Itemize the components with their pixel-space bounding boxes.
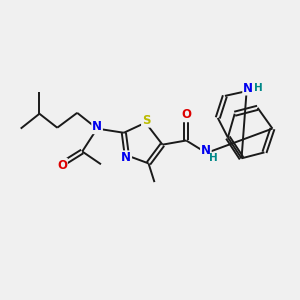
Text: H: H (208, 153, 217, 163)
Text: N: N (243, 82, 253, 95)
Text: O: O (181, 108, 191, 122)
Text: S: S (142, 114, 150, 127)
Text: H: H (254, 83, 262, 93)
Text: N: N (201, 144, 211, 157)
Text: N: N (121, 151, 131, 164)
Text: N: N (92, 120, 102, 133)
Text: O: O (57, 159, 67, 172)
